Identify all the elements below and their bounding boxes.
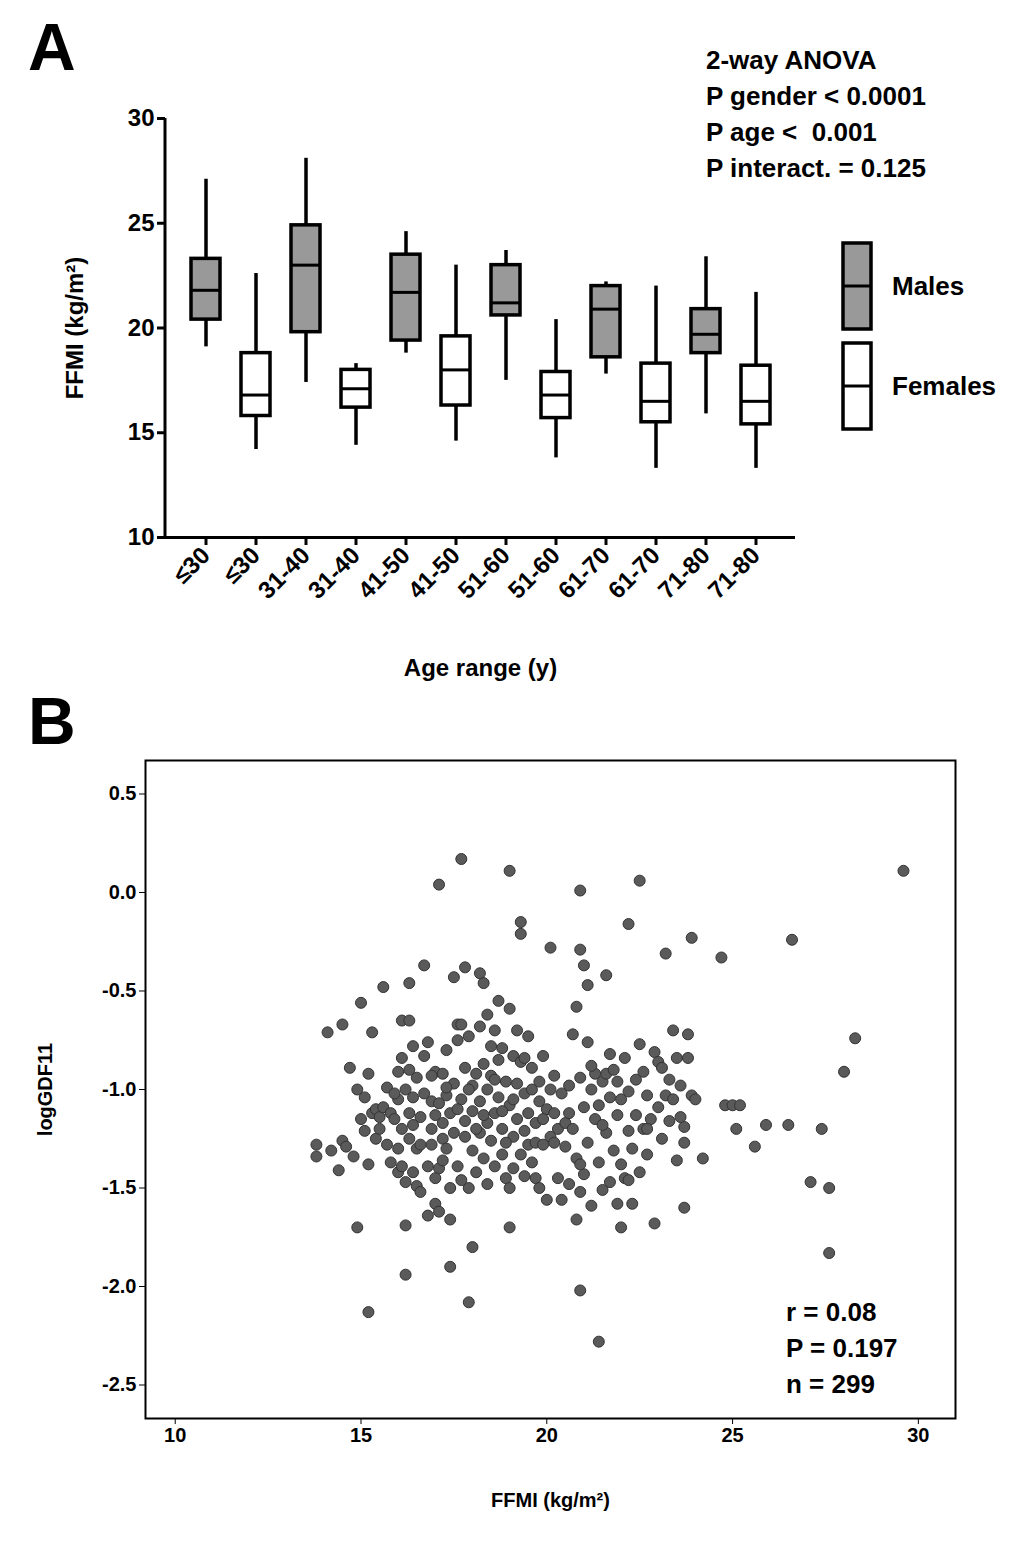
html-text:Males: Males xyxy=(892,270,965,301)
svg-text:20: 20 xyxy=(128,314,155,341)
svg-text:≤30: ≤30 xyxy=(168,541,215,588)
svg-text:-1.5: -1.5 xyxy=(102,1176,136,1198)
svg-text:31-40: 31-40 xyxy=(302,541,365,604)
svg-text:10: 10 xyxy=(164,1424,186,1446)
svg-text:61-70: 61-70 xyxy=(552,541,615,604)
svg-text:15: 15 xyxy=(128,418,155,445)
html-text:A: A xyxy=(28,10,76,84)
svg-text:15: 15 xyxy=(350,1424,372,1446)
svg-text:25: 25 xyxy=(128,209,155,236)
html-text:B: B xyxy=(28,684,76,758)
svg-text:-2.5: -2.5 xyxy=(102,1373,136,1395)
svg-text:FFMI (kg/m²): FFMI (kg/m²) xyxy=(61,257,88,400)
svg-text:51-60: 51-60 xyxy=(452,541,515,604)
svg-text:logGDF11: logGDF11 xyxy=(34,1043,56,1136)
svg-text:61-70: 61-70 xyxy=(602,541,665,604)
svg-text:71-80: 71-80 xyxy=(652,541,715,604)
svg-text:-2.0: -2.0 xyxy=(102,1275,136,1297)
svg-text:0.0: 0.0 xyxy=(109,881,137,903)
svg-text:30: 30 xyxy=(128,104,155,131)
svg-text:20: 20 xyxy=(536,1424,558,1446)
html-text:2-way ANOVA P gender < 0.0001: 2-way ANOVA P gender < 0.0001 P age < 0.… xyxy=(706,45,926,183)
svg-text:0.5: 0.5 xyxy=(109,782,137,804)
svg-text:-0.5: -0.5 xyxy=(102,979,136,1001)
svg-text:51-60: 51-60 xyxy=(502,541,565,604)
svg-text:31-40: 31-40 xyxy=(252,541,315,604)
svg-text:-1.0: -1.0 xyxy=(102,1078,136,1100)
svg-text:Age range (y): Age range (y) xyxy=(404,654,557,681)
svg-text:41-50: 41-50 xyxy=(402,541,465,604)
svg-text:41-50: 41-50 xyxy=(352,541,415,604)
svg-text:30: 30 xyxy=(907,1424,929,1446)
html-text:Females: Females xyxy=(892,370,997,401)
svg-text:25: 25 xyxy=(721,1424,743,1446)
svg-text:71-80: 71-80 xyxy=(702,541,765,604)
svg-text:10: 10 xyxy=(128,523,155,550)
html-text:r = 0.08 P = 0.197 n = 299: r = 0.08 P = 0.197 n = 299 xyxy=(786,1297,898,1399)
svg-text:≤30: ≤30 xyxy=(217,541,265,589)
svg-text:FFMI (kg/m²): FFMI (kg/m²) xyxy=(491,1489,610,1511)
